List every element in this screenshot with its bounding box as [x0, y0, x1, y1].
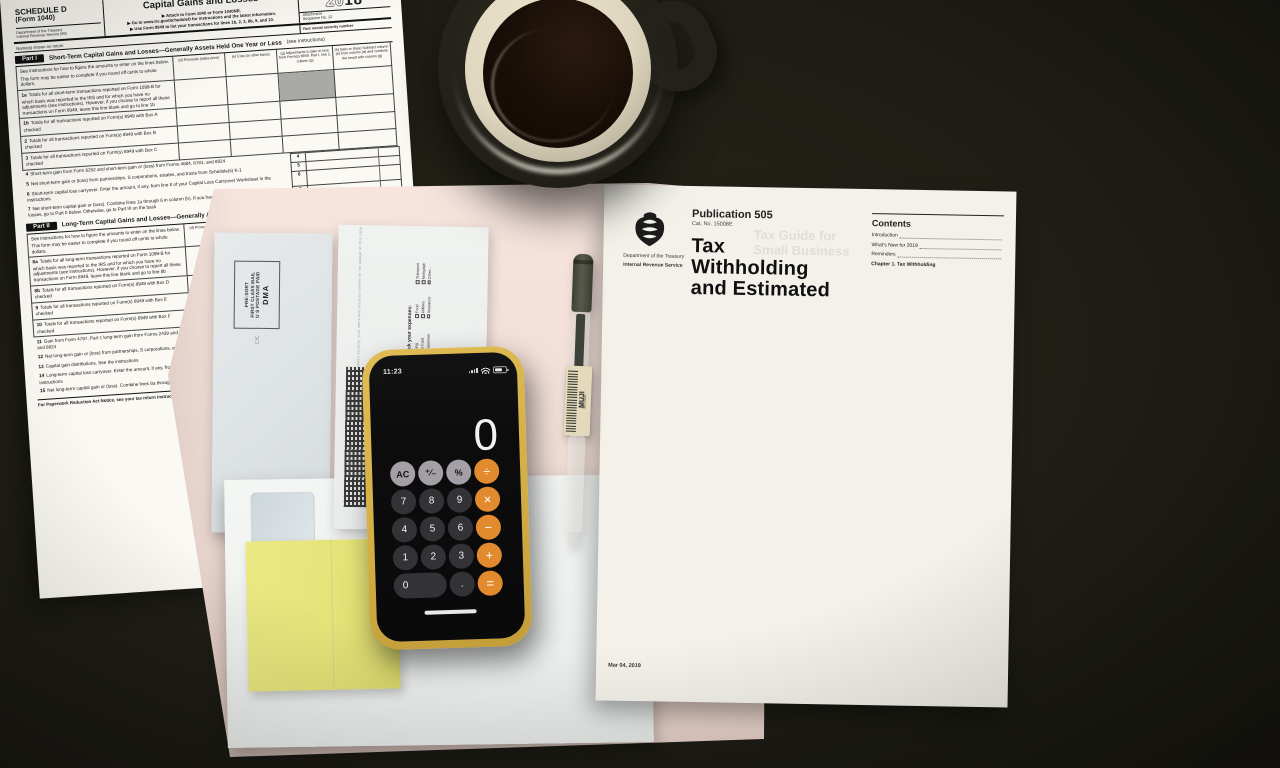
- smartphone: 11:23 0 AC ⁺⁄₋% ÷ 7 8 9 × 4 5 6− 1 2 3 +0. =: [361, 345, 533, 651]
- calc-key-8[interactable]: 8: [418, 488, 445, 514]
- dot-leader: [897, 253, 1002, 260]
- contents-item: Reminders: [871, 251, 1003, 260]
- calc-key-AC[interactable]: AC: [389, 460, 416, 487]
- not-negotiable-label: NOT NEGOTIABLE: [347, 442, 353, 476]
- contents-item: What's New for 2019: [871, 242, 1003, 250]
- expense-item: Transport: [415, 252, 421, 285]
- calc-key-4[interactable]: 4: [391, 516, 418, 543]
- expense-row: Entertainment Insurance Other...: [426, 250, 432, 363]
- mug-rim-highlight: [454, 0, 662, 174]
- calc-key-%[interactable]: %: [445, 459, 472, 486]
- calc-key-2[interactable]: 2: [420, 544, 447, 570]
- status-time: 11:23: [382, 368, 403, 376]
- wifi-icon: [480, 366, 491, 374]
- part-label: Part I: [14, 54, 45, 65]
- pen-barcode: [565, 369, 579, 432]
- checkbox-icon: [415, 280, 420, 285]
- expense-row: ClothingFoodTransport: [414, 250, 421, 363]
- calc-key-.[interactable]: .: [449, 571, 476, 597]
- part-label: Part II: [25, 221, 58, 232]
- pen-brand-jp: 無印良品: [582, 394, 587, 409]
- dot-leader: [899, 234, 1002, 241]
- calc-key-6[interactable]: 6: [447, 515, 474, 541]
- dot-leader: [919, 244, 1002, 250]
- line-number-cell: 6: [291, 171, 309, 188]
- coffee-mug: [438, 0, 730, 193]
- expense-row: Credit Card Utilities Mortgage: [420, 250, 426, 363]
- expense-item: Utilities: [421, 284, 426, 319]
- calc-key-⁺⁄₋[interactable]: ⁺⁄₋: [417, 460, 444, 486]
- amount-entry-cell[interactable]: [174, 77, 229, 109]
- publication-number: Publication 505: [691, 207, 773, 222]
- stamp-dma: DMA: [260, 284, 270, 306]
- catalog-number: Cat. No. 15008E: [691, 220, 733, 228]
- column-header-cell: (d) Proceeds (sales price): [173, 53, 227, 81]
- irs-eagle-logo: [629, 209, 670, 250]
- expense-item: Mortgage: [421, 252, 426, 285]
- battery-icon: [492, 366, 508, 374]
- postage-stamp-text: PRE-SORT FIRST CLASS MAIL U S POSTAGE PA…: [244, 272, 270, 318]
- calculator-display: 0: [472, 410, 499, 461]
- amount-entry-cell[interactable]: [278, 69, 337, 103]
- publication-title: Tax Withholding and Estimated: [690, 235, 831, 302]
- expense-item: Insurance: [426, 284, 432, 319]
- date-stamp: Mar 04, 2019: [608, 662, 641, 670]
- part-see-instructions: (see instructions): [286, 36, 326, 46]
- contents-box: Contents Introduction What's New for 2019…: [871, 213, 1005, 269]
- checkbox-icon: [426, 314, 431, 319]
- expense-item: Food: [415, 284, 420, 319]
- calc-key-3[interactable]: 3: [448, 543, 475, 569]
- postage-stamp-box: PRE-SORT FIRST CLASS MAIL U S POSTAGE PA…: [233, 260, 281, 330]
- calculator-keypad: AC ⁺⁄₋% ÷ 7 8 9 × 4 5 6− 1 2 3 +0. =: [389, 458, 506, 599]
- amount-entry-cell[interactable]: [226, 73, 281, 106]
- calc-key-÷[interactable]: ÷: [473, 458, 500, 485]
- calc-key-−[interactable]: −: [475, 514, 502, 541]
- form-dept: Department of the Treasury Internal Reven…: [15, 22, 102, 39]
- contents-title: Contents: [871, 218, 911, 229]
- treasury-dept-text: Department of the Treasury Internal Reve…: [623, 252, 685, 269]
- calc-key-9[interactable]: 9: [446, 487, 473, 513]
- publication-505-paper: Department of the Treasury Internal Reve…: [595, 184, 1017, 708]
- calc-key-+[interactable]: +: [476, 542, 503, 569]
- checkbox-icon: [421, 280, 426, 285]
- checkbox-icon: [421, 314, 425, 319]
- column-header-cell: (e) Cost (or other basis): [225, 49, 279, 78]
- contents-item: Introduction: [872, 232, 1004, 241]
- expense-heading: ✔ Track your expenses:: [406, 305, 414, 363]
- calc-key-1[interactable]: 1: [392, 544, 419, 571]
- coffee-surface: [483, 0, 633, 148]
- checkbox-icon: [427, 280, 432, 285]
- expense-item: Other...: [427, 252, 432, 285]
- envelope-window: [250, 491, 316, 547]
- pen-barrel-lower: [564, 435, 586, 533]
- envelope-code: CIC: [254, 335, 261, 345]
- pen-cap: [571, 253, 594, 313]
- amount-entry-cell[interactable]: [334, 66, 395, 99]
- calc-key-5[interactable]: 5: [419, 516, 446, 542]
- calc-key-0[interactable]: 0: [393, 572, 448, 599]
- calc-key-7[interactable]: 7: [390, 488, 417, 515]
- pen-label: MUJI 無印良品: [563, 365, 593, 437]
- checkbox-icon: [415, 314, 419, 319]
- contents-chapter: Chapter 1. Tax Withholding: [871, 260, 936, 268]
- signal-icon: [468, 367, 479, 374]
- calc-key-×[interactable]: ×: [474, 486, 501, 513]
- publication-title-line: and Estimated: [690, 276, 831, 302]
- pen-tip: [567, 531, 578, 548]
- calc-key-=[interactable]: =: [477, 570, 504, 597]
